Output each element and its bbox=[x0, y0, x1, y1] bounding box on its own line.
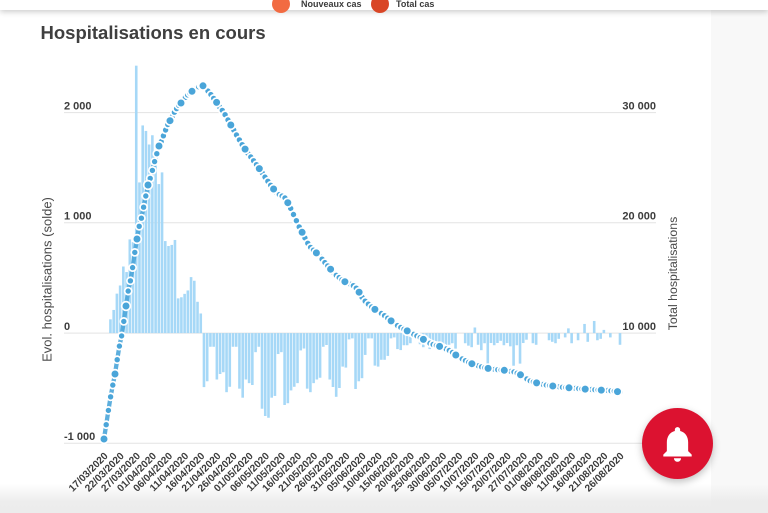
svg-text:0: 0 bbox=[64, 321, 70, 333]
svg-text:20 000: 20 000 bbox=[622, 211, 656, 223]
svg-text:1 000: 1 000 bbox=[64, 211, 92, 223]
svg-text:10 000: 10 000 bbox=[622, 321, 656, 333]
svg-text:-1 000: -1 000 bbox=[64, 431, 95, 443]
svg-text:Total hospitalisations: Total hospitalisations bbox=[666, 217, 680, 330]
svg-text:Evol. hospitalisations (solde): Evol. hospitalisations (solde) bbox=[40, 197, 55, 362]
svg-text:2 000: 2 000 bbox=[64, 100, 92, 112]
svg-text:30 000: 30 000 bbox=[622, 100, 656, 112]
